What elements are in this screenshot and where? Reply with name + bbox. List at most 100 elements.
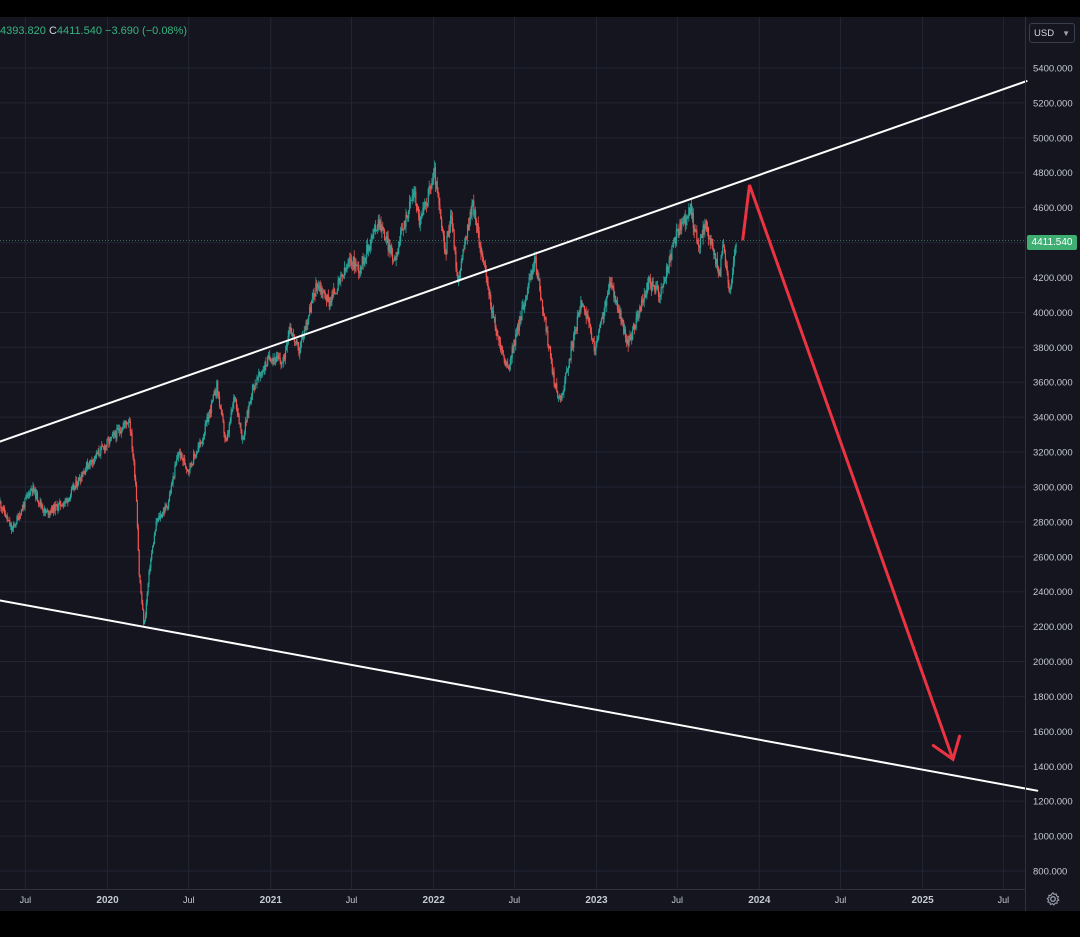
- candle-body: [36, 492, 39, 501]
- candle: [660, 282, 662, 301]
- candle-body: [491, 310, 494, 313]
- candle: [346, 264, 348, 273]
- candle: [480, 241, 482, 260]
- candle: [242, 435, 245, 440]
- arrow-head[interactable]: [931, 734, 962, 762]
- candle-body: [497, 335, 499, 337]
- candle: [728, 279, 730, 293]
- candle: [125, 420, 127, 428]
- candle-body: [360, 267, 362, 269]
- candle: [523, 302, 525, 311]
- candle: [417, 205, 420, 221]
- candle: [517, 319, 520, 335]
- candle: [561, 392, 563, 401]
- candle-body: [86, 462, 89, 469]
- candle: [276, 351, 278, 363]
- candle: [138, 549, 140, 578]
- candle: [639, 304, 641, 319]
- candle: [479, 241, 481, 253]
- candle-body: [249, 402, 251, 406]
- candle: [397, 248, 399, 257]
- candle-body: [604, 301, 606, 312]
- candle-body: [153, 535, 155, 545]
- candle: [733, 249, 735, 267]
- candle-body: [479, 244, 481, 246]
- candle-body: [11, 528, 14, 531]
- candle: [376, 223, 379, 234]
- candle: [153, 531, 155, 545]
- candle: [408, 194, 411, 214]
- candle-body: [626, 339, 628, 343]
- candle-body: [202, 438, 205, 441]
- candle-body: [438, 196, 440, 205]
- candle: [583, 305, 586, 316]
- candle-body: [641, 299, 644, 302]
- candle: [277, 352, 279, 361]
- arrow-path[interactable]: [741, 184, 955, 761]
- candle-body: [610, 282, 612, 288]
- candle: [341, 272, 343, 277]
- candle-body: [343, 267, 346, 276]
- candle-body: [535, 256, 537, 270]
- candle-body: [639, 306, 641, 315]
- chart-panel[interactable]: 800.000 1000.000 1200.000 1400.000 1600.000 1…: [0, 17, 1080, 911]
- trendline[interactable]: [0, 599, 1039, 792]
- price-axis[interactable]: 800.0001000.0001200.0001400.0001600.0001…: [1025, 17, 1073, 911]
- candle-body: [701, 235, 703, 238]
- candle-body: [724, 253, 727, 266]
- price-chart[interactable]: 800.0001000.0001200.0001400.0001600.0001…: [0, 17, 1080, 911]
- candle: [439, 197, 441, 214]
- candle-body: [379, 221, 381, 228]
- candle-body: [358, 264, 360, 273]
- candle-body: [510, 358, 512, 360]
- candle: [114, 429, 116, 438]
- candle: [133, 453, 135, 466]
- candle-body: [648, 277, 650, 291]
- candle-body: [241, 430, 243, 439]
- candle: [77, 481, 79, 490]
- candle: [320, 282, 322, 298]
- candle-body: [607, 289, 610, 293]
- candle-body: [693, 228, 695, 232]
- trend-drawings[interactable]: [0, 80, 1039, 792]
- currency-selector[interactable]: USD ▼: [1029, 23, 1075, 43]
- candle: [180, 451, 182, 459]
- candle: [161, 512, 163, 519]
- time-tick-label: Jul: [346, 895, 358, 905]
- trendline[interactable]: [0, 80, 1028, 443]
- candle: [290, 323, 292, 334]
- candle-body: [700, 235, 702, 238]
- candle-body: [474, 210, 476, 216]
- candle: [330, 296, 332, 307]
- candle: [687, 214, 689, 219]
- candle-body: [17, 516, 19, 518]
- candle-body: [686, 217, 688, 220]
- candle: [731, 278, 733, 290]
- candle: [136, 499, 139, 530]
- candle-body: [447, 230, 449, 237]
- candle-body: [351, 264, 354, 266]
- candle: [275, 356, 277, 366]
- candle: [683, 213, 685, 224]
- time-axis[interactable]: Jul 2020 Jul 2021 Jul 2022 Jul 2023 Jul 2024 Jul 20…: [0, 889, 1025, 907]
- candle-body: [292, 334, 294, 336]
- candle-body: [322, 292, 324, 295]
- gear-icon[interactable]: [1045, 891, 1061, 907]
- candle: [200, 439, 202, 448]
- candle-body: [537, 274, 539, 280]
- candle-body: [31, 488, 33, 492]
- candle: [118, 424, 120, 434]
- candle-body: [224, 433, 226, 438]
- candle: [187, 469, 189, 476]
- candle-body: [218, 395, 221, 406]
- candle: [453, 228, 455, 251]
- candle: [176, 452, 179, 460]
- candle-body: [718, 271, 720, 274]
- ohlc-legend: 4393.820 C4411.540 −3.690 (−0.08%): [0, 25, 187, 37]
- candle: [87, 462, 89, 470]
- candle-body: [127, 422, 130, 424]
- candle-body: [276, 355, 279, 357]
- candle-body: [370, 237, 372, 245]
- candle: [307, 318, 309, 331]
- candle-body: [509, 359, 511, 365]
